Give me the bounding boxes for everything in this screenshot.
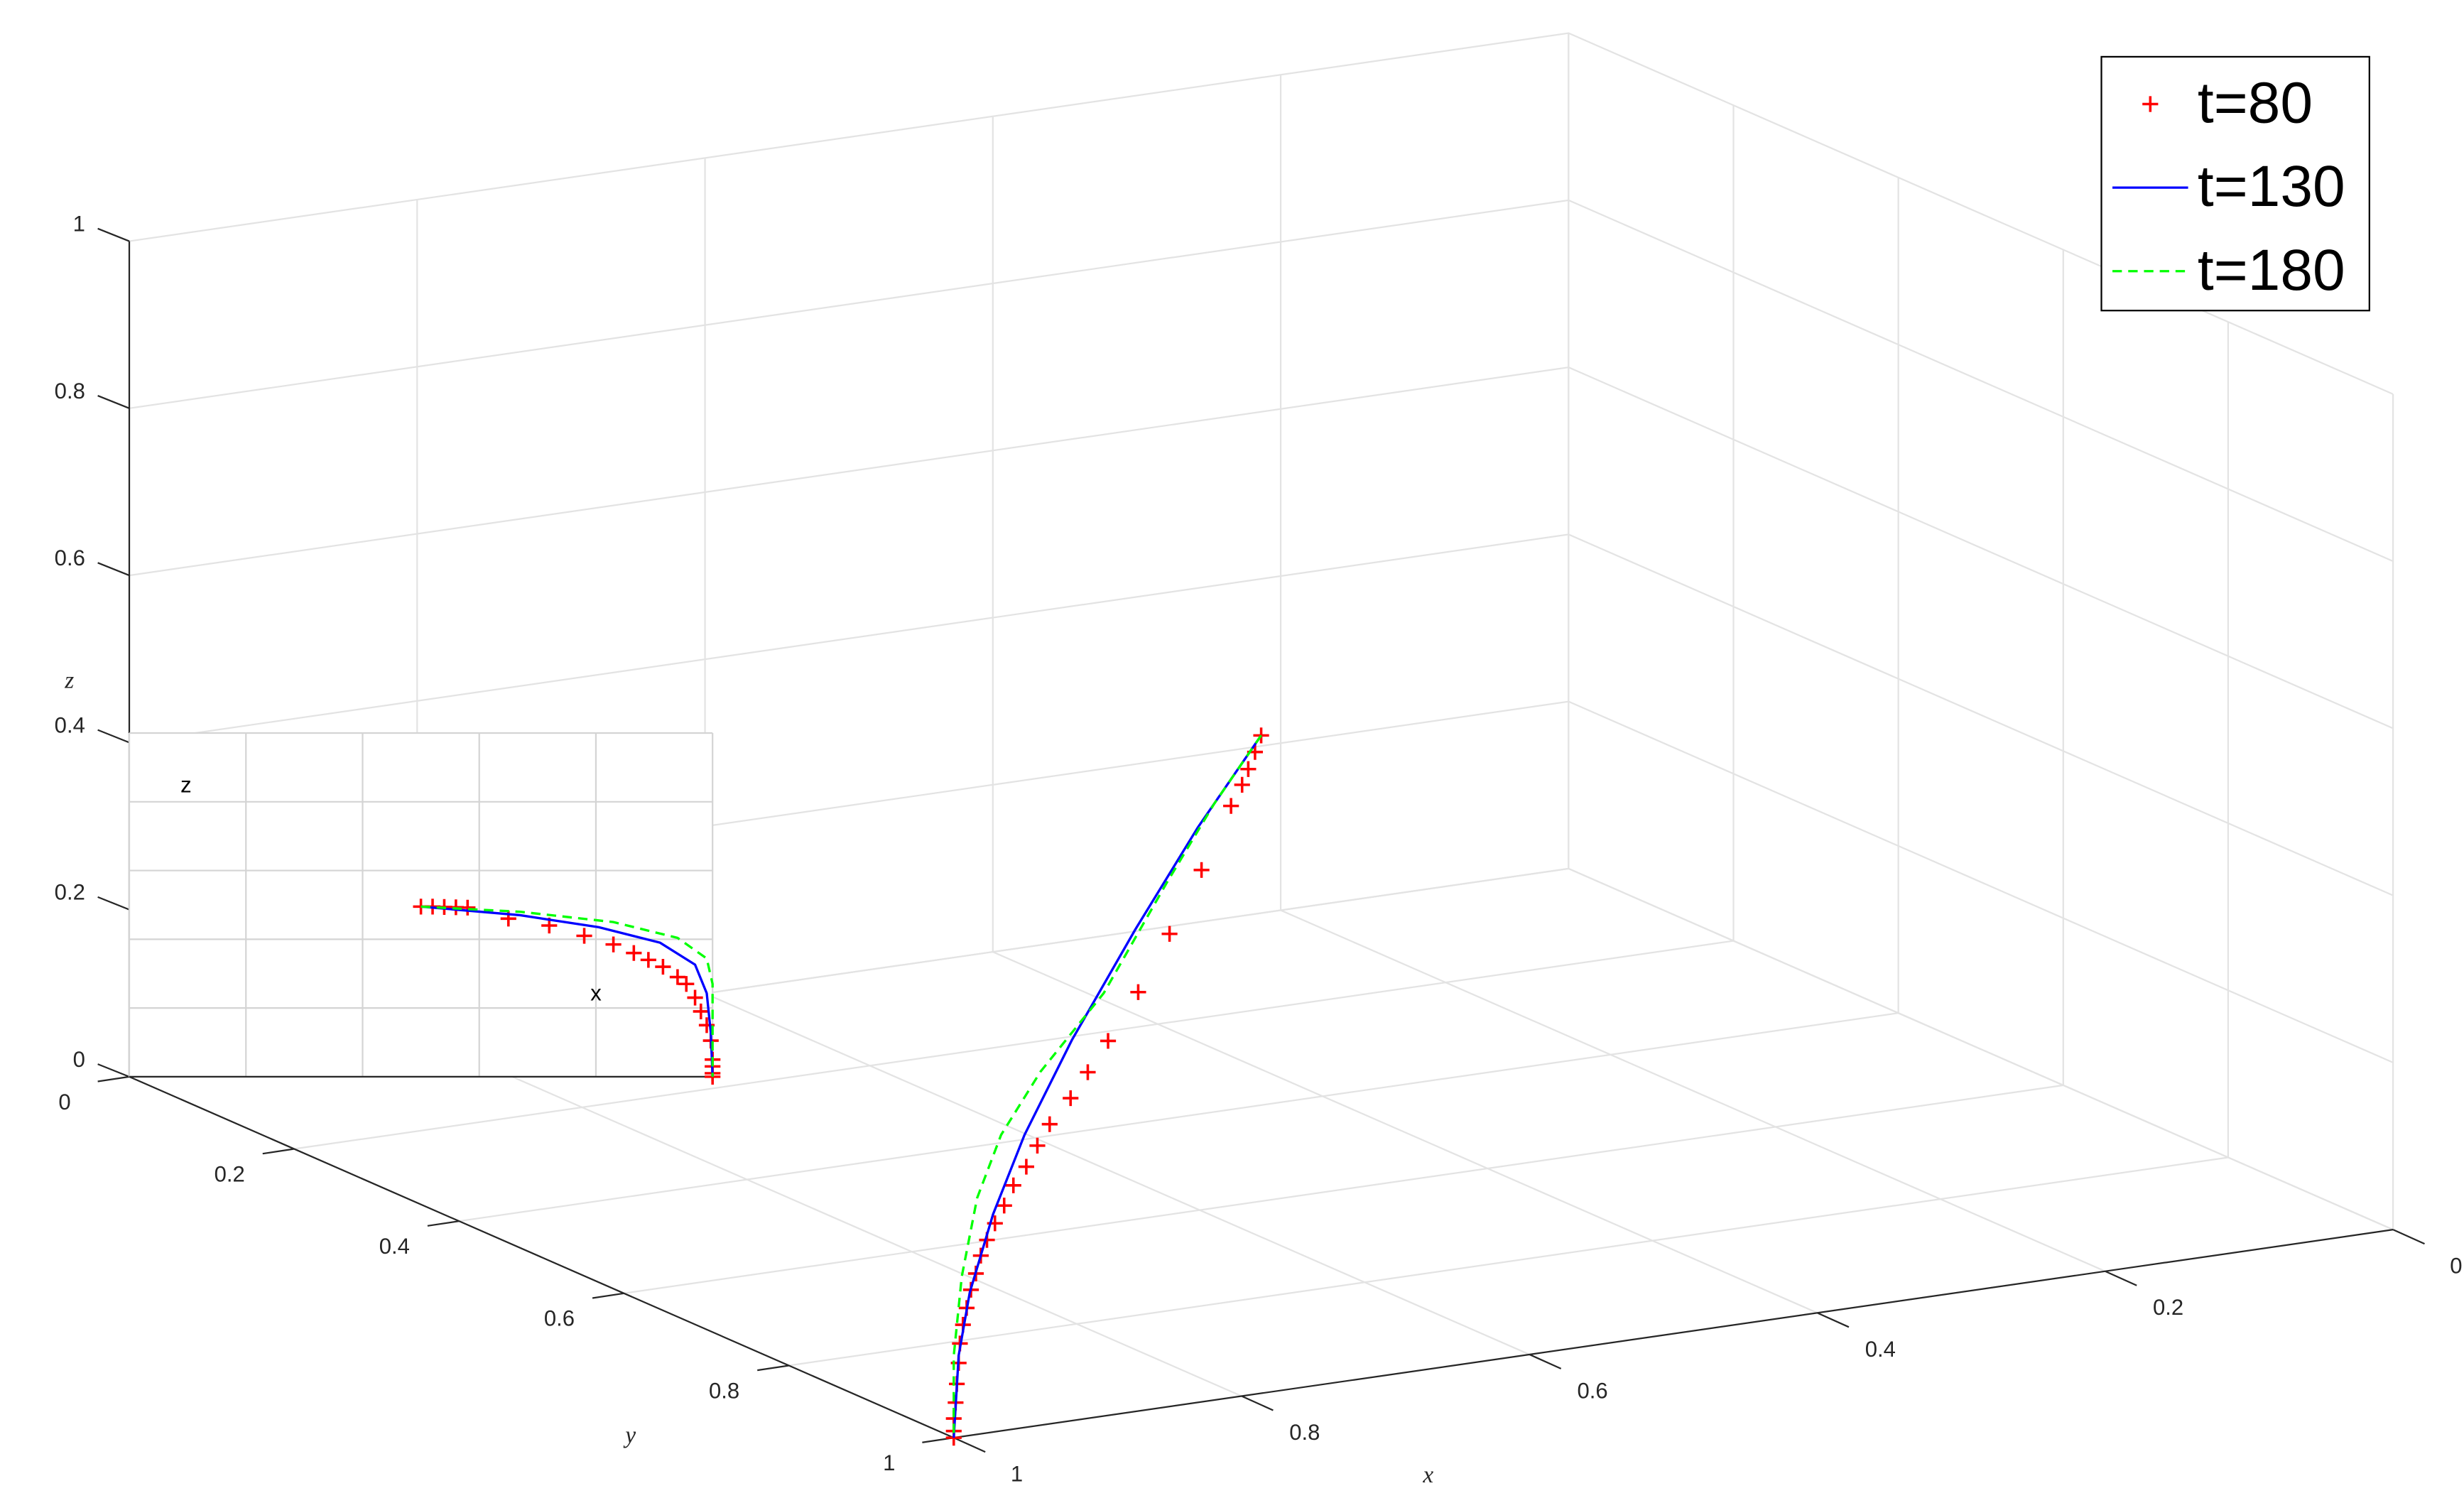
x-tick (2392, 1229, 2425, 1245)
legend-marker (2142, 96, 2159, 112)
z-tick (97, 729, 130, 744)
y-tick-label: 1 (883, 1450, 895, 1475)
data-point (1063, 1090, 1079, 1107)
data-point (693, 1003, 709, 1020)
inset-x-label: x (590, 981, 602, 1006)
data-point (1041, 1116, 1058, 1132)
x-axis-label: x (1422, 1462, 1433, 1488)
legend-label: t=130 (2198, 154, 2345, 219)
grid-line (129, 32, 2394, 395)
x-tick-label: 0.4 (1865, 1337, 1896, 1362)
grid-line (953, 394, 2394, 1439)
y-tick-label: 0 (58, 1090, 70, 1114)
z-tick-label: 0 (73, 1047, 85, 1072)
y-axis-label: y (623, 1423, 636, 1449)
z-tick (97, 1063, 130, 1078)
data-point (1223, 798, 1239, 814)
z-tick-label: 1 (73, 212, 85, 237)
data-point (996, 1198, 1012, 1214)
legend-box (2100, 55, 2370, 312)
legend-label: t=180 (2198, 238, 2345, 303)
data-point (1080, 1064, 1096, 1080)
grid-line (704, 158, 1530, 1355)
main-plot: 0 0.2 0.4 0.6 0.8 1 0 0.2 0.4 0.6 0.8 1 0 0.2 0.4 0.6 0.… (55, 32, 2463, 1488)
data-point (1029, 1137, 1046, 1154)
x-tick-label: 0.6 (1577, 1378, 1607, 1403)
z-tick-label: 0.4 (55, 712, 85, 737)
data-point (1005, 1177, 1021, 1193)
series-line (953, 734, 1262, 1438)
x-tick-label: 0.2 (2153, 1295, 2183, 1320)
y-tick (97, 1075, 130, 1083)
data-point (1100, 1033, 1117, 1049)
data-point (1130, 984, 1146, 1000)
z-tick-label: 0.6 (55, 546, 85, 570)
axis-line (129, 1075, 955, 1439)
data-point (1161, 926, 1178, 942)
z-tick-label: 0.2 (55, 880, 85, 905)
series-line (420, 905, 714, 1077)
grid-line (992, 116, 1818, 1314)
series-line (953, 734, 1262, 1438)
data-point (678, 976, 695, 992)
z-tick (97, 896, 130, 911)
grid-line (129, 199, 2394, 563)
data-point (655, 958, 671, 975)
data-point (1240, 761, 1257, 777)
inset-plot: zx (128, 732, 721, 1085)
z-axis-label: z (64, 668, 74, 694)
y-tick-label: 0.2 (215, 1161, 245, 1186)
grid-line (624, 249, 2064, 1294)
z-tick (97, 562, 130, 577)
x-tick (1529, 1353, 1562, 1369)
y-tick-label: 0.6 (544, 1306, 575, 1331)
data-point (669, 969, 686, 985)
legend: t=80 t=130 t=180 (2100, 55, 2370, 312)
inset-y-label: z (180, 773, 192, 798)
y-tick (757, 1364, 789, 1372)
data-point (698, 1017, 715, 1033)
y-tick (262, 1148, 295, 1155)
x-tick (1817, 1312, 1850, 1328)
x-tick (2105, 1270, 2137, 1286)
data-point (687, 989, 703, 1006)
x-tick (1241, 1395, 1274, 1411)
legend-label: t=80 (2198, 71, 2313, 136)
x-tick-label: 0.8 (1289, 1420, 1320, 1445)
z-tick (97, 395, 130, 409)
y-tick (592, 1292, 624, 1299)
data-point (1193, 862, 1210, 878)
y-tick-label: 0.8 (709, 1378, 739, 1403)
x-tick-label: 0 (2450, 1254, 2462, 1279)
grid-line (129, 533, 2394, 896)
data-point (1018, 1159, 1035, 1175)
y-tick (427, 1220, 460, 1227)
y-tick-label: 0.4 (379, 1234, 410, 1259)
data-point (576, 928, 592, 944)
x-tick-label: 1 (1011, 1462, 1023, 1487)
z-tick (97, 227, 130, 242)
data-point (605, 936, 622, 953)
data-point (640, 952, 656, 968)
z-tick-label: 0.8 (55, 379, 85, 403)
series-line (420, 905, 714, 1077)
data-point (460, 899, 476, 916)
axis-line (953, 1229, 2394, 1439)
grid-line (129, 366, 2394, 729)
data-point (1234, 776, 1250, 793)
x-tick (953, 1437, 986, 1453)
data-point (626, 945, 642, 961)
